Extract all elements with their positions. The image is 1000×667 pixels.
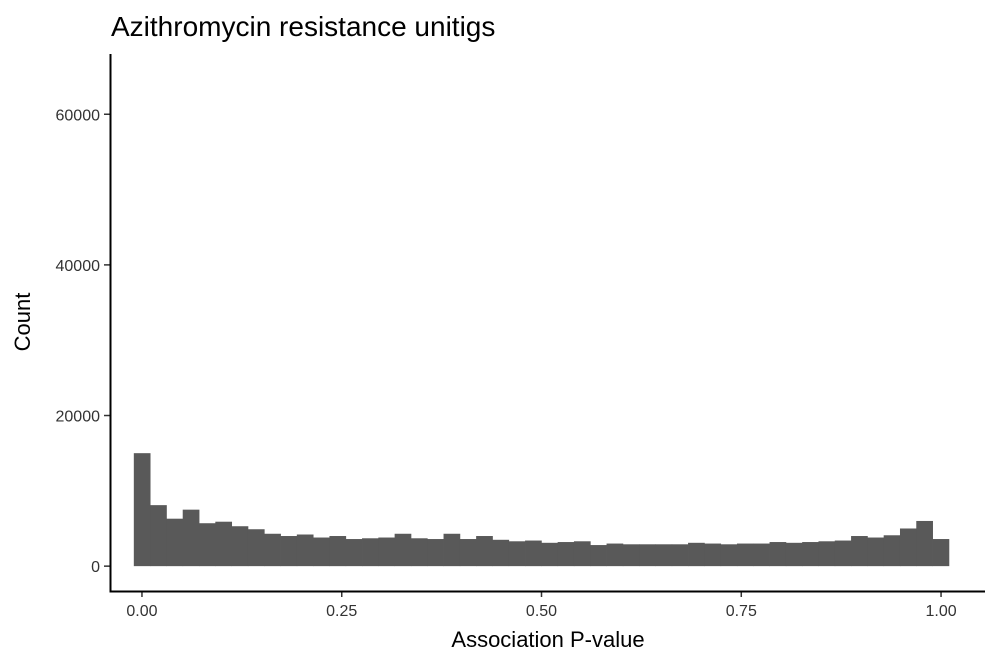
histogram-bar bbox=[590, 545, 607, 567]
histogram-bar bbox=[345, 539, 363, 567]
histogram-bar bbox=[834, 540, 852, 567]
y-axis-title: Count bbox=[10, 293, 35, 352]
x-tick-label: 0.75 bbox=[726, 603, 757, 620]
histogram-bar bbox=[541, 542, 559, 567]
histogram-bar bbox=[459, 539, 477, 567]
histogram-bar bbox=[476, 536, 493, 567]
histogram-bar bbox=[639, 544, 656, 567]
histogram-bar bbox=[932, 539, 950, 567]
histogram-bar bbox=[688, 542, 705, 567]
chart-title: Azithromycin resistance unitigs bbox=[111, 11, 495, 42]
bars-group bbox=[133, 453, 950, 567]
histogram-bar bbox=[883, 535, 901, 567]
y-tick-label: 0 bbox=[91, 559, 100, 576]
histogram-bar bbox=[606, 543, 624, 567]
histogram-bar bbox=[280, 536, 298, 567]
histogram-bar bbox=[525, 540, 542, 567]
histogram-bar bbox=[622, 544, 640, 567]
histogram-bar bbox=[573, 541, 591, 567]
histogram-bar bbox=[671, 544, 689, 567]
histogram-bar bbox=[851, 536, 868, 567]
histogram-bar bbox=[313, 537, 330, 567]
histogram-bar bbox=[199, 523, 216, 567]
histogram-bar bbox=[508, 541, 526, 567]
histogram-bar bbox=[655, 544, 673, 567]
histogram-bar bbox=[231, 526, 249, 567]
histogram-bar bbox=[296, 534, 314, 567]
histogram-bar bbox=[264, 533, 281, 567]
x-axis-ticks: 0.00 0.25 0.50 0.75 1.00 bbox=[126, 591, 957, 620]
histogram-bar bbox=[736, 543, 754, 567]
histogram-bar bbox=[704, 543, 722, 567]
histogram-bar bbox=[215, 521, 233, 567]
histogram-bar bbox=[133, 453, 151, 567]
histogram-bar bbox=[378, 537, 396, 567]
histogram-bar bbox=[166, 518, 184, 567]
x-axis-title: Association P-value bbox=[451, 627, 644, 652]
histogram-bar bbox=[329, 536, 347, 567]
histogram-bar bbox=[802, 542, 819, 567]
histogram-bar bbox=[394, 533, 412, 567]
histogram-bar bbox=[753, 543, 770, 567]
histogram-bar bbox=[410, 538, 428, 567]
histogram-bar bbox=[557, 542, 575, 567]
histogram-bar bbox=[182, 509, 200, 567]
histogram-bar bbox=[769, 542, 787, 567]
histogram-bar bbox=[427, 539, 444, 567]
y-tick-label: 40000 bbox=[56, 258, 101, 275]
histogram-bar bbox=[818, 541, 836, 567]
y-axis-ticks: 0 20000 40000 60000 bbox=[56, 107, 110, 576]
histogram-bar bbox=[720, 544, 738, 567]
histogram-bar bbox=[899, 528, 917, 567]
y-tick-label: 60000 bbox=[56, 107, 101, 124]
histogram-bar bbox=[785, 542, 803, 567]
histogram-bar bbox=[916, 520, 933, 567]
histogram-bar bbox=[492, 539, 510, 567]
x-tick-label: 0.00 bbox=[126, 603, 157, 620]
histogram-bar bbox=[150, 505, 167, 567]
histogram-bar bbox=[443, 533, 461, 567]
histogram-bar bbox=[247, 529, 265, 567]
histogram-bar bbox=[362, 538, 379, 567]
x-tick-label: 0.50 bbox=[526, 603, 557, 620]
x-tick-label: 1.00 bbox=[925, 603, 956, 620]
histogram-bar bbox=[867, 537, 885, 567]
y-tick-label: 20000 bbox=[56, 409, 101, 426]
x-tick-label: 0.25 bbox=[326, 603, 357, 620]
